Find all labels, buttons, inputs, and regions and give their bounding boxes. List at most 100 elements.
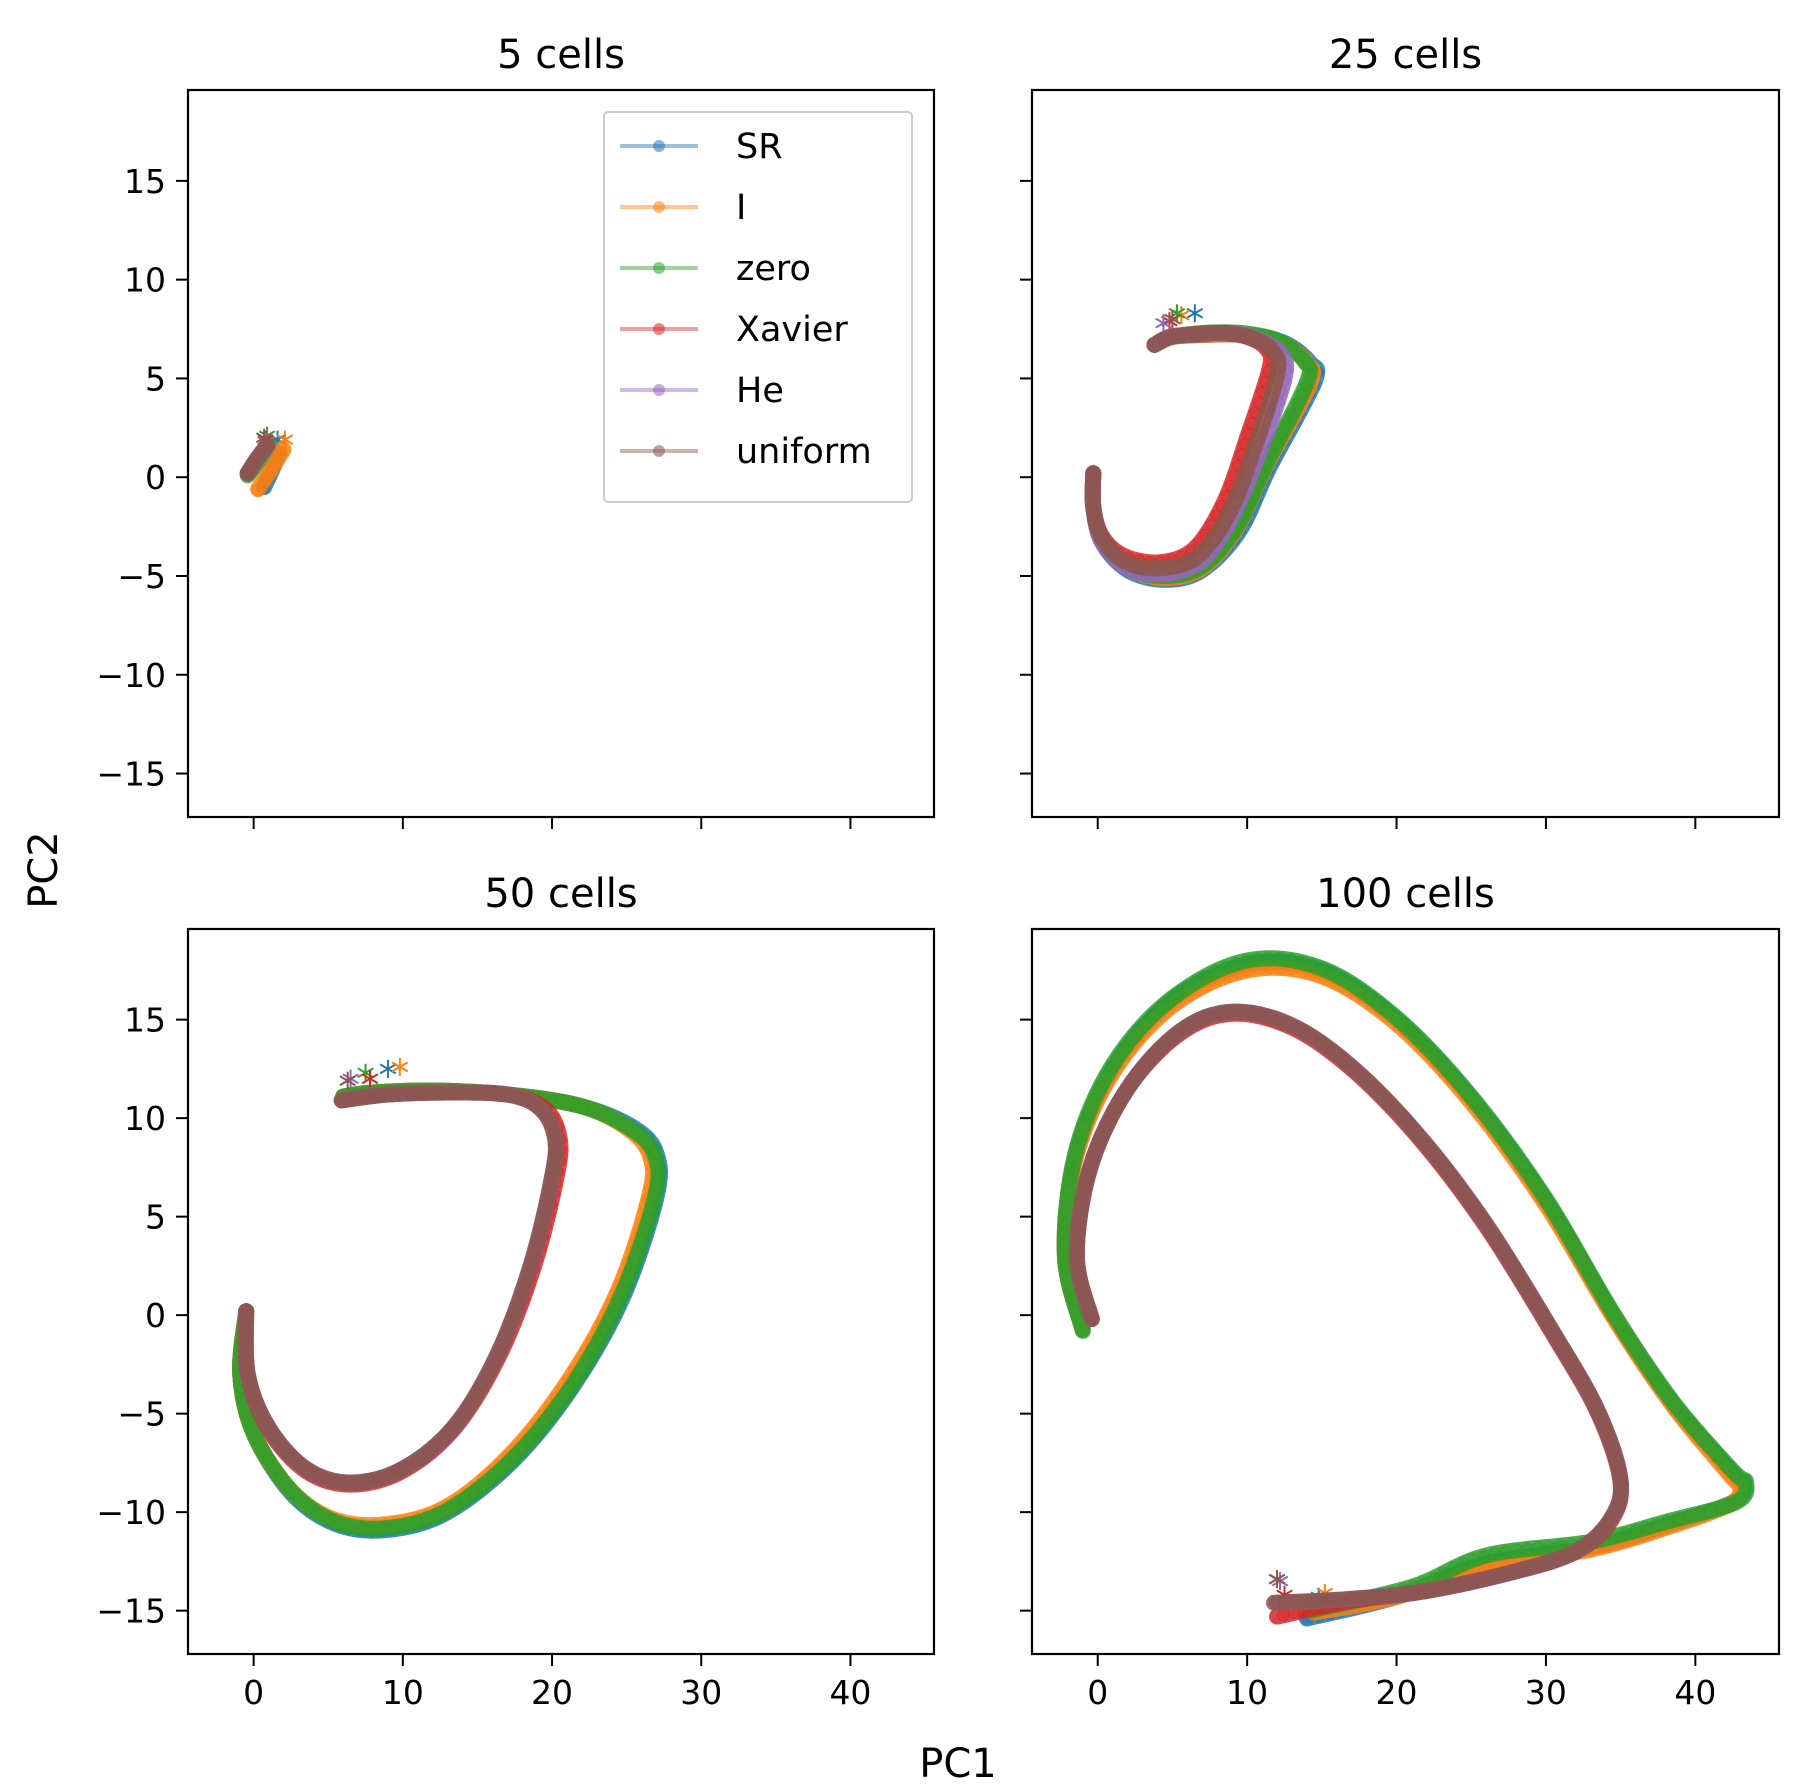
series-marker	[476, 1479, 490, 1493]
series-marker	[1499, 1545, 1513, 1559]
series-marker	[1310, 1594, 1324, 1608]
series-marker	[1536, 1187, 1549, 1201]
series-marker	[1488, 1547, 1502, 1560]
series-marker	[1527, 1560, 1541, 1573]
series-marker	[1638, 1356, 1652, 1370]
series-marker	[350, 1475, 364, 1489]
y-tick-label: 15	[124, 1001, 166, 1040]
series-marker	[240, 1359, 254, 1373]
series-marker	[538, 1202, 552, 1216]
series-marker	[547, 1159, 561, 1173]
series-marker	[1517, 1562, 1530, 1576]
series-marker	[366, 1522, 380, 1536]
series-marker	[429, 1439, 443, 1453]
series-marker	[1376, 1589, 1390, 1603]
series-marker	[1171, 987, 1185, 1001]
series-marker	[1632, 1347, 1646, 1361]
series-marker	[1058, 1227, 1072, 1241]
series-marker	[1464, 1196, 1478, 1210]
legend-label: Xavier	[736, 310, 848, 350]
series-marker	[1189, 975, 1203, 989]
end-point-marker	[391, 1057, 409, 1076]
series-line-i	[250, 441, 292, 498]
series-marker	[1651, 1374, 1665, 1388]
series-marker	[467, 1485, 481, 1499]
axes-frame	[186, 88, 936, 819]
series-marker	[253, 448, 267, 462]
series-marker	[262, 1421, 276, 1435]
series-marker	[1661, 1515, 1674, 1528]
series-marker	[1154, 1001, 1168, 1015]
series-marker	[1070, 1237, 1084, 1251]
series-marker	[449, 1498, 463, 1512]
series-marker	[1523, 1169, 1537, 1182]
series-marker	[1072, 1270, 1086, 1284]
series-marker	[581, 1353, 595, 1367]
series-marker	[1267, 380, 1281, 394]
series-marker	[1332, 1593, 1346, 1607]
series-marker	[1563, 1354, 1577, 1368]
series-marker	[1075, 1194, 1089, 1207]
series-marker	[1305, 1030, 1319, 1043]
series-marker	[1714, 1501, 1728, 1515]
series-marker	[1261, 951, 1275, 965]
series-marker	[467, 1086, 481, 1099]
series-marker	[273, 1471, 287, 1484]
series-marker	[530, 1099, 544, 1113]
series-marker	[1438, 1160, 1452, 1174]
series-marker	[1397, 1017, 1411, 1031]
series-marker	[298, 1461, 312, 1475]
legend-item-zero: zero	[620, 249, 811, 289]
series-marker	[478, 1086, 492, 1100]
series-marker	[239, 1326, 253, 1340]
series-marker	[1420, 1584, 1434, 1598]
series-marker	[1452, 1578, 1466, 1592]
series-marker	[464, 1397, 478, 1411]
series-marker	[401, 1086, 415, 1100]
series-marker	[1684, 1418, 1698, 1432]
series-marker	[1296, 1024, 1310, 1038]
y-axis-label: PC2	[21, 831, 67, 909]
series-marker	[239, 1315, 253, 1329]
series-marker	[1535, 1307, 1549, 1321]
series-marker	[1294, 955, 1308, 969]
series-line-uniform	[237, 1084, 564, 1491]
series-marker	[1692, 1426, 1705, 1440]
series-marker	[355, 1521, 369, 1535]
panel-4: 0 10 20 30 40 100 cells	[1020, 871, 1781, 1712]
series-marker	[1300, 357, 1314, 371]
legend-label: SR	[736, 127, 783, 167]
series-marker	[524, 1433, 538, 1447]
series-marker	[1657, 1383, 1671, 1397]
panel-3: 0 10 20 30 40 −15 −10 −5 0 5 10 15 50 cells	[96, 871, 936, 1712]
series-marker	[1670, 1401, 1684, 1415]
series-marker	[1088, 510, 1102, 524]
series-marker	[239, 1348, 253, 1362]
series-marker	[269, 454, 283, 468]
series-marker	[549, 1137, 563, 1151]
series-marker	[1410, 1126, 1424, 1140]
series-marker	[1086, 466, 1100, 480]
series-marker	[642, 1138, 656, 1152]
series-marker	[1188, 328, 1202, 342]
series-marker	[1485, 1570, 1498, 1584]
series-marker	[1474, 1573, 1488, 1587]
series-marker	[635, 1130, 649, 1144]
series-marker	[1443, 1064, 1457, 1078]
series-marker	[1614, 1475, 1628, 1489]
series-marker	[1067, 1151, 1081, 1165]
series-marker	[1117, 1042, 1131, 1055]
series-marker	[241, 1370, 255, 1384]
series-marker	[1682, 1509, 1696, 1523]
x-tick-label: 20	[531, 1673, 573, 1712]
series-marker	[368, 1089, 382, 1103]
series-line-xavier	[237, 1084, 569, 1493]
series-marker	[1491, 1124, 1505, 1138]
series-marker	[1388, 1010, 1402, 1024]
series-marker	[1314, 1036, 1328, 1050]
end-point-marker	[361, 1069, 379, 1088]
series-marker	[1156, 333, 1170, 347]
end-point-marker	[1164, 310, 1181, 329]
series-marker	[1340, 1056, 1354, 1070]
series-marker	[1594, 1525, 1608, 1539]
